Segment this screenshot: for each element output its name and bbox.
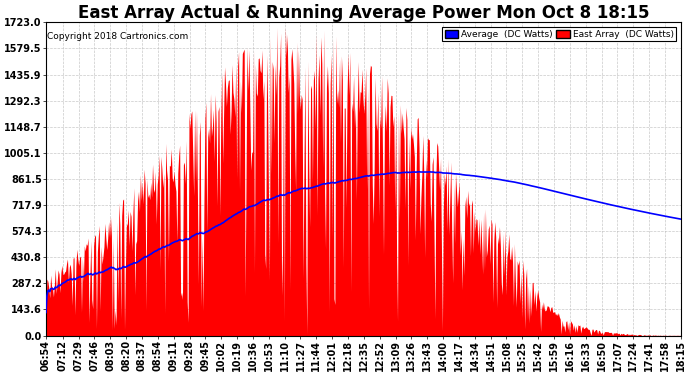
- Title: East Array Actual & Running Average Power Mon Oct 8 18:15: East Array Actual & Running Average Powe…: [78, 4, 649, 22]
- Legend: Average  (DC Watts), East Array  (DC Watts): Average (DC Watts), East Array (DC Watts…: [442, 27, 676, 41]
- Text: Copyright 2018 Cartronics.com: Copyright 2018 Cartronics.com: [47, 32, 188, 41]
